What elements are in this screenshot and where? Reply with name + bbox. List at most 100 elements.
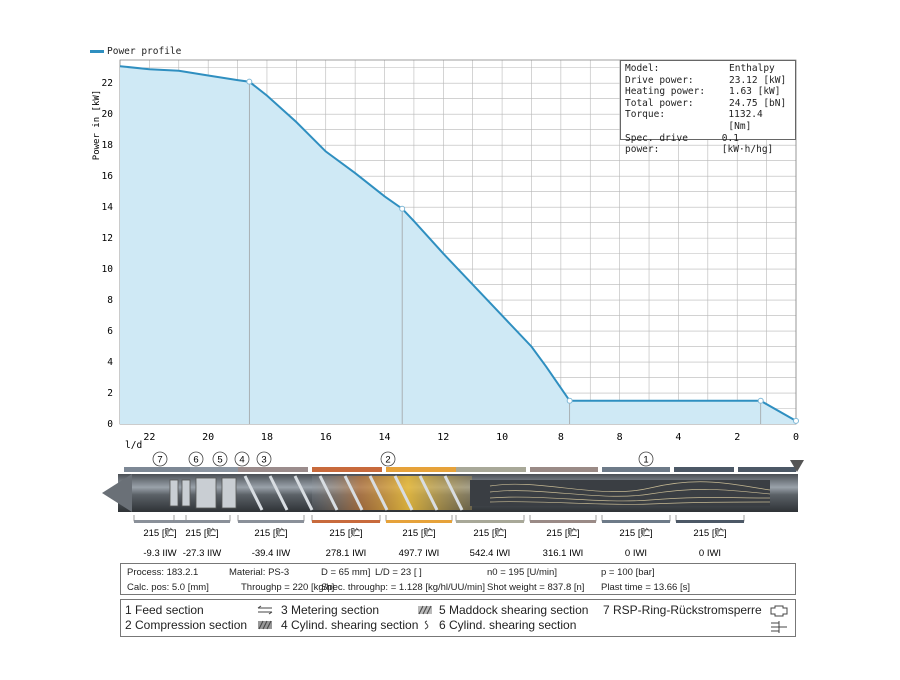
info-row: Model: Enthalpy bbox=[625, 63, 791, 75]
power-line bbox=[119, 65, 797, 422]
rsp-ring-icon bbox=[770, 605, 788, 617]
x-axis-label: l/d bbox=[125, 440, 142, 451]
process-id: Process: 183.2.1 bbox=[127, 567, 199, 578]
throughput: Throughp = 220 [kg/h] bbox=[241, 582, 335, 593]
x-tick-label: 16 bbox=[320, 432, 332, 443]
segment-label: 215 [贮] bbox=[546, 527, 579, 539]
info-value: 23.12 [kW] bbox=[729, 74, 787, 86]
segment-value: 497.7 IWI bbox=[399, 548, 440, 559]
y-tick-label: 18 bbox=[102, 140, 114, 151]
y-tick-label: 20 bbox=[102, 109, 114, 120]
y-tick-label: 14 bbox=[102, 202, 114, 213]
legend-maddock: 5 Maddock shearing section bbox=[439, 603, 589, 617]
segment-label: 215 [贮] bbox=[619, 527, 652, 539]
info-value: 24.75 [bN] bbox=[729, 97, 787, 109]
legend-rsp-ring: 7 RSP-Ring-Rückstromsperre bbox=[603, 603, 762, 617]
section-number: 6 bbox=[193, 455, 198, 466]
segment-label: 215 [贮] bbox=[254, 527, 287, 539]
segment-color bbox=[676, 520, 744, 523]
x-tick-label: 12 bbox=[437, 432, 449, 443]
segment-value: -9.3 IIW bbox=[143, 548, 176, 559]
legend-feed: 1 Feed section bbox=[125, 603, 204, 617]
marker-point bbox=[793, 417, 799, 424]
legend-cylind-shearing: 4 Cylind. shearing section bbox=[281, 618, 419, 632]
info-row: Drive power: 23.12 [kW] bbox=[625, 75, 791, 87]
info-row: Torque: 1132.4 [Nm] bbox=[625, 109, 791, 132]
segment-color bbox=[602, 520, 670, 523]
info-row: Spec. drive power: 0.1 [kW·h/hg] bbox=[625, 133, 791, 156]
section-number: 2 bbox=[385, 455, 390, 466]
marker-point bbox=[566, 397, 573, 404]
section-number-circle bbox=[212, 451, 228, 467]
section-number: 4 bbox=[239, 455, 244, 466]
info-row: Total power: 24.75 [bN] bbox=[625, 98, 791, 110]
segment-value: 542.4 IWI bbox=[470, 548, 511, 559]
segment-label: 215 [贮] bbox=[693, 527, 726, 539]
segment-value: 278.1 IWI bbox=[326, 548, 367, 559]
segment-color bbox=[456, 520, 524, 523]
spec-throughput: Spec. throughp: = 1.128 [kg/hl/UU/min] bbox=[321, 582, 485, 593]
power-markers bbox=[246, 78, 799, 424]
info-key: Spec. drive power: bbox=[625, 132, 688, 156]
section-number: 5 bbox=[217, 455, 222, 466]
shot-weight: Shot weight = 837.8 [n] bbox=[487, 582, 585, 593]
screw-illustration bbox=[102, 460, 804, 512]
section-number-circle bbox=[188, 451, 204, 467]
legend-compression: 2 Compression section bbox=[125, 618, 248, 632]
section-number: 3 bbox=[261, 455, 266, 466]
segment-brackets: 215 [贮] -9.3 IIW 215 [贮] -27.3 IIW 215 [贮] -3… bbox=[133, 515, 745, 559]
section-number: 1 bbox=[643, 455, 648, 466]
segment-label: 215 [贮] bbox=[143, 527, 176, 539]
segment-value: 316.1 IWI bbox=[543, 548, 584, 559]
x-tick-label: 18 bbox=[261, 432, 273, 443]
segment-value: 0 IWI bbox=[625, 548, 647, 559]
x-tick-label: 14 bbox=[378, 432, 390, 443]
segment-color bbox=[134, 520, 186, 523]
pressure: p = 100 [bar] bbox=[601, 567, 655, 578]
legend-metering: 3 Metering section bbox=[281, 603, 380, 617]
material: Material: PS-3 bbox=[229, 567, 290, 578]
y-tick-label: 0 bbox=[107, 419, 113, 430]
x-tick-label: 2 bbox=[734, 432, 740, 443]
segment-color bbox=[312, 520, 380, 523]
y-tick-label: 8 bbox=[107, 295, 113, 306]
x-tick-label: 10 bbox=[496, 432, 508, 443]
info-value: 0.1 [kW·h/hg] bbox=[721, 132, 774, 156]
segment-color bbox=[238, 520, 304, 523]
section-number-circle bbox=[638, 451, 654, 467]
info-value: 1132.4 [Nm] bbox=[728, 109, 763, 132]
segment-label: 215 [贮] bbox=[473, 527, 506, 539]
x-tick-label: 0 bbox=[793, 432, 799, 443]
segment-color bbox=[386, 520, 452, 523]
section-number-circle bbox=[234, 451, 250, 467]
y-tick-label: 22 bbox=[102, 78, 113, 89]
y-tick-labels: 0 2 4 6 8 10 12 14 16 18 20 22 bbox=[102, 78, 114, 430]
legend-swatch bbox=[90, 50, 104, 53]
y-tick-label: 10 bbox=[102, 264, 114, 275]
y-axis-label: Power in [kW] bbox=[92, 90, 102, 160]
marker-point bbox=[246, 78, 253, 85]
l-d-ratio: L/D = 23 [ ] bbox=[375, 567, 422, 578]
info-box: Model: Enthalpy Drive power: 23.12 [kW] Heat… bbox=[620, 60, 796, 155]
info-key: Heating power: bbox=[625, 86, 706, 98]
plast-time: Plast time = 13.66 [s] bbox=[601, 582, 690, 593]
section-legend: 1 Feed section 2 Compression section 3 M… bbox=[120, 599, 796, 637]
section-number: 7 bbox=[157, 455, 162, 466]
x-tick-labels: 22 20 18 16 14 12 10 8 8 4 2 0 bbox=[143, 432, 799, 443]
segment-value: 0 IWI bbox=[699, 548, 721, 559]
y-tick-label: 2 bbox=[107, 388, 113, 399]
x-tick-label: 4 bbox=[675, 432, 681, 443]
check-valve-icon bbox=[771, 621, 787, 633]
marker-point bbox=[757, 397, 764, 404]
diameter: D = 65 mm] bbox=[321, 567, 371, 578]
segment-label: 215 [贮] bbox=[185, 527, 218, 539]
legend-cylind-shearing-2: 6 Cylind. shearing section bbox=[439, 618, 577, 632]
calc-pos: Calc. pos: 5.0 [mm] bbox=[127, 582, 209, 593]
segment-value: -39.4 IIW bbox=[252, 548, 291, 559]
x-tick-label: 8 bbox=[558, 432, 564, 443]
section-number-circle bbox=[256, 451, 272, 467]
section-number-circles: 7 6 5 4 3 2 1 bbox=[152, 451, 654, 467]
speed: n0 = 195 [U/min] bbox=[487, 567, 557, 578]
x-tick-label: 20 bbox=[202, 432, 214, 443]
